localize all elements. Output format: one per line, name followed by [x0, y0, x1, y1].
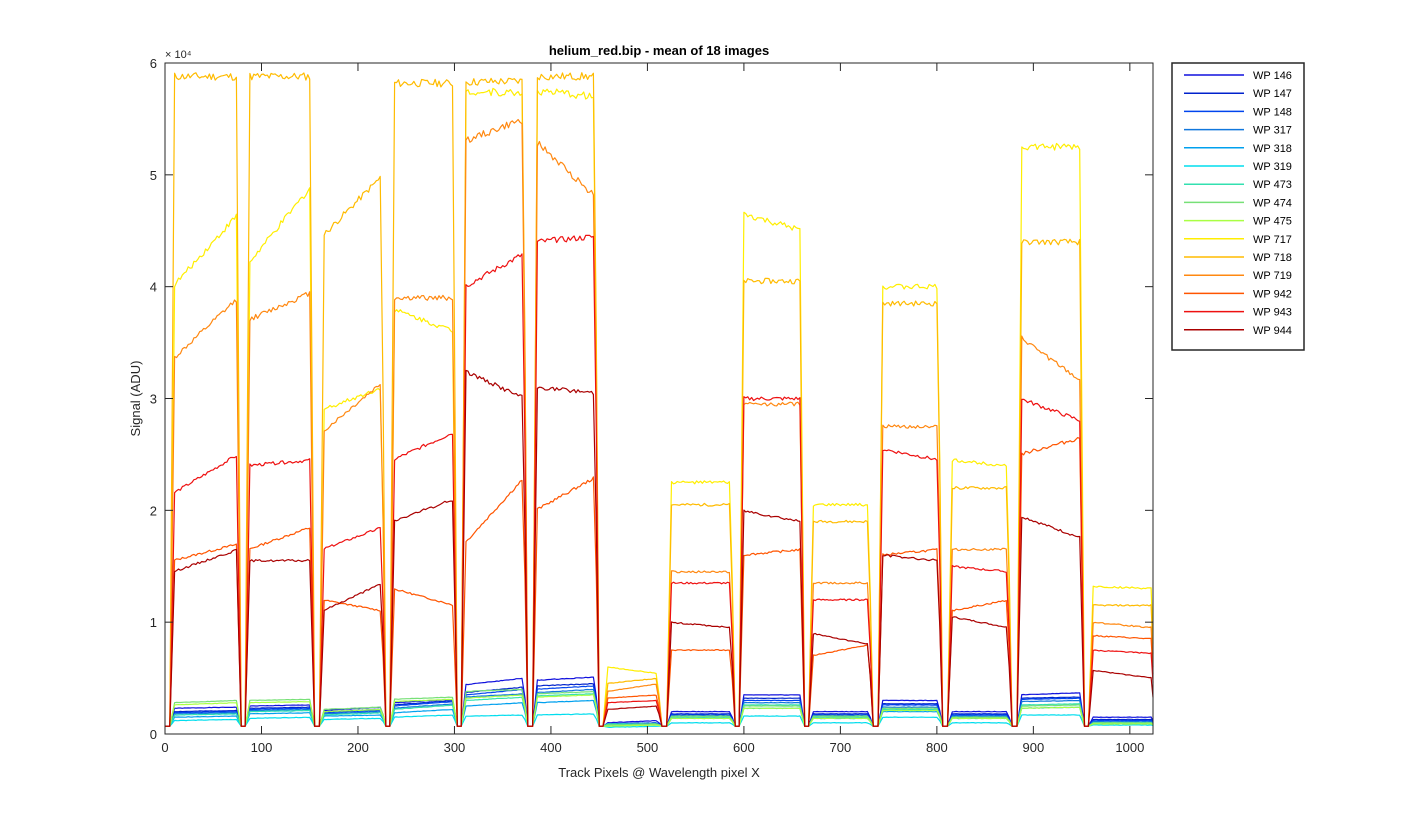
series-line — [165, 118, 1154, 727]
x-axis-label: Track Pixels @ Wavelength pixel X — [558, 765, 760, 780]
series-line — [165, 369, 1154, 727]
series-line — [165, 72, 1154, 727]
x-tick-label: 100 — [251, 740, 273, 755]
x-tick-label: 500 — [637, 740, 659, 755]
x-tick-label: 600 — [733, 740, 755, 755]
series-layer — [165, 72, 1154, 729]
y-tick-label: 2 — [150, 503, 157, 518]
x-axis: 0 100 200 300 400 500 600 700 800 900 1000 — [161, 63, 1144, 755]
series-line — [165, 437, 1154, 727]
x-tick-label: 200 — [347, 740, 369, 755]
legend-label: WP 318 — [1253, 143, 1292, 155]
x-tick-label: 0 — [161, 740, 168, 755]
y-axis-exponent: × 10⁴ — [165, 49, 192, 61]
legend-label: WP 717 — [1253, 234, 1292, 246]
x-tick-label: 800 — [926, 740, 948, 755]
x-tick-label: 300 — [444, 740, 466, 755]
legend-label: WP 474 — [1253, 197, 1292, 209]
legend-label: WP 718 — [1253, 252, 1292, 264]
x-tick-label: 1000 — [1115, 740, 1144, 755]
series-line — [165, 688, 1154, 727]
series-line — [165, 676, 1154, 727]
y-tick-label: 3 — [150, 392, 157, 407]
legend-label: WP 719 — [1253, 270, 1292, 282]
legend-label: WP 319 — [1253, 161, 1292, 173]
legend-label: WP 473 — [1253, 179, 1292, 191]
chart-title: helium_red.bip - mean of 18 images — [549, 43, 769, 58]
y-tick-label: 0 — [150, 727, 157, 742]
series-line — [165, 234, 1154, 727]
legend: WP 146 WP 147 WP 148 WP 317 WP 318 WP 319 WP 4… — [1171, 62, 1305, 351]
y-axis: 0 1 2 3 4 5 6 — [150, 56, 1153, 742]
y-axis-label: Signal (ADU) — [128, 361, 143, 437]
x-tick-label: 700 — [830, 740, 852, 755]
legend-label: WP 943 — [1253, 307, 1292, 319]
legend-label: WP 317 — [1253, 125, 1292, 137]
legend-label: WP 146 — [1253, 70, 1292, 82]
y-tick-label: 4 — [150, 280, 157, 295]
plot-area — [165, 63, 1153, 734]
x-tick-label: 900 — [1023, 740, 1045, 755]
y-tick-label: 6 — [150, 56, 157, 71]
legend-label: WP 148 — [1253, 106, 1292, 118]
y-tick-label: 1 — [150, 615, 157, 630]
series-line — [165, 694, 1154, 727]
legend-label: WP 944 — [1253, 325, 1292, 337]
legend-label: WP 147 — [1253, 88, 1292, 100]
y-tick-label: 5 — [150, 168, 157, 183]
series-line — [165, 688, 1154, 727]
series-line — [165, 713, 1154, 729]
legend-label: WP 942 — [1253, 288, 1292, 300]
legend-label: WP 475 — [1253, 216, 1292, 228]
x-tick-label: 400 — [540, 740, 562, 755]
